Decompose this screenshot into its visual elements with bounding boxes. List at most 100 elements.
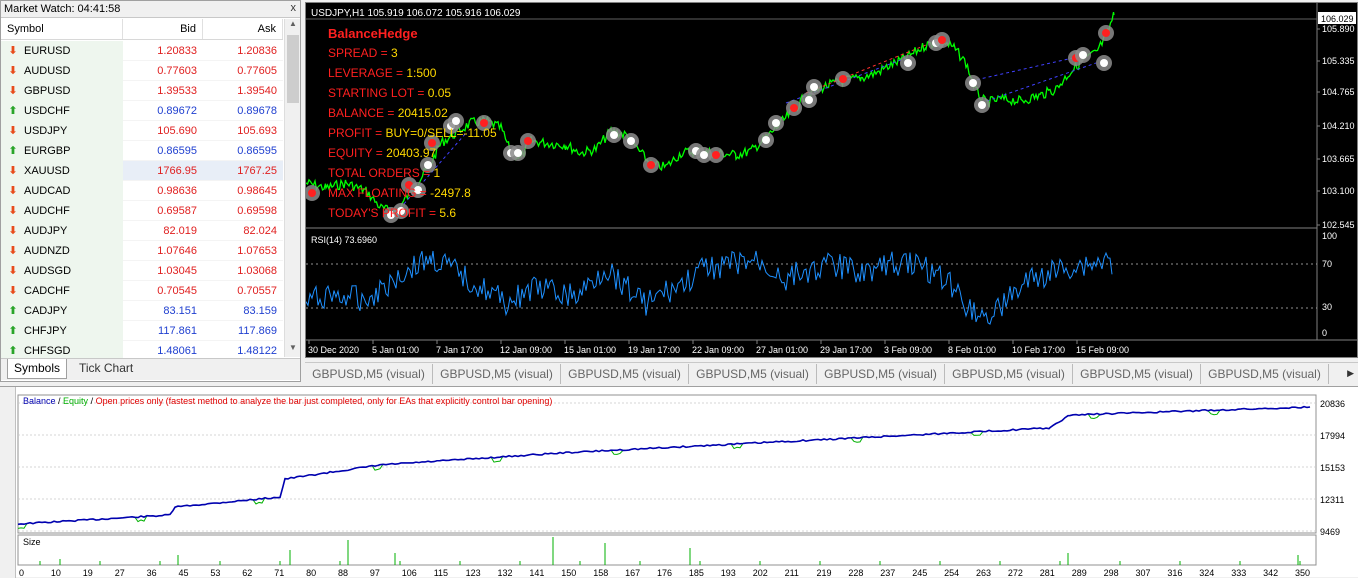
symbol-row-chfjpy[interactable]: ⬆ CHFJPY 117.861 117.869	[1, 320, 283, 341]
symbol-row-chfsgd[interactable]: ⬆ CHFSGD 1.48061 1.48122	[1, 340, 283, 361]
symbol-row-eurgbp[interactable]: ⬆ EURGBP 0.86595 0.86595	[1, 140, 283, 161]
bid-value: 0.69587	[157, 204, 197, 217]
price-tick-label: 105.335	[1322, 56, 1355, 66]
ea-info-label: TODAY'S PROFIT =	[328, 206, 440, 220]
symbol-name: AUDCAD	[24, 184, 71, 197]
bid-value: 83.151	[163, 304, 197, 317]
trade-marker-icon[interactable]	[974, 97, 990, 113]
trade-marker-icon[interactable]	[510, 145, 526, 161]
symbol-row-usdchf[interactable]: ⬆ USDCHF 0.89672 0.89678	[1, 100, 283, 121]
trade-marker-icon[interactable]	[801, 92, 817, 108]
size-label: Size	[23, 537, 41, 547]
trade-marker-icon[interactable]	[900, 55, 916, 71]
chart-tab[interactable]: GBPUSD,M5 (visual)	[561, 364, 689, 384]
scroll-down-icon[interactable]: ▼	[289, 343, 297, 352]
trade-x-tick: 150	[561, 568, 576, 578]
ea-info-label: PROFIT =	[328, 126, 386, 140]
scrollbar-thumb[interactable]	[287, 35, 299, 103]
ea-info-value: 3	[391, 46, 398, 60]
ea-info-line: PROFIT = BUY=0/SELL=-11.05	[328, 126, 497, 140]
chart-tab[interactable]: GBPUSD,M5 (visual)	[1201, 364, 1329, 384]
symbol-row-audjpy[interactable]: ⬇ AUDJPY 82.019 82.024	[1, 220, 283, 241]
trade-marker-icon[interactable]	[606, 127, 622, 143]
price-chart[interactable]: USDJPY,H1 105.919 106.072 105.916 106.02…	[305, 2, 1358, 358]
scroll-up-icon[interactable]: ▲	[289, 19, 297, 28]
trade-x-tick: 123	[466, 568, 481, 578]
chart-tab[interactable]: GBPUSD,M5 (visual)	[433, 364, 561, 384]
symbol-name: AUDUSD	[24, 64, 71, 77]
ea-info-label: STARTING LOT =	[328, 86, 428, 100]
trade-marker-icon[interactable]	[420, 157, 436, 173]
trade-marker-icon[interactable]	[476, 115, 492, 131]
bid-value: 0.77603	[157, 64, 197, 77]
column-header-ask[interactable]: Ask	[203, 19, 283, 39]
trade-marker-icon[interactable]	[306, 185, 320, 201]
trade-x-tick: 132	[498, 568, 513, 578]
trade-x-tick: 62	[242, 568, 252, 578]
trade-marker-icon[interactable]	[623, 133, 639, 149]
chart-tabs-scroll-right-icon[interactable]: ▶	[1347, 368, 1354, 378]
trade-x-tick: 272	[1008, 568, 1023, 578]
symbol-cell: ⬆ CHFSGD	[1, 340, 123, 361]
symbol-row-cadjpy[interactable]: ⬆ CADJPY 83.151 83.159	[1, 300, 283, 321]
ea-info-value: 20415.02	[397, 106, 448, 120]
legend-balance: Balance	[23, 396, 56, 406]
balance-line	[17, 405, 1311, 526]
trade-marker-icon[interactable]	[410, 182, 426, 198]
size-plot-area	[17, 534, 1317, 566]
column-header-bid[interactable]: Bid	[123, 19, 203, 39]
symbol-cell: ⬇ AUDCAD	[1, 180, 123, 201]
trade-marker-icon[interactable]	[768, 115, 784, 131]
symbol-cell: ⬆ CADJPY	[1, 300, 123, 321]
symbol-row-usdjpy[interactable]: ⬇ USDJPY 105.690 105.693	[1, 120, 283, 141]
symbol-row-gbpusd[interactable]: ⬇ GBPUSD 1.39533 1.39540	[1, 80, 283, 101]
trade-marker-icon[interactable]	[806, 79, 822, 95]
bid-value: 1.07646	[157, 244, 197, 257]
trade-marker-icon[interactable]	[708, 147, 724, 163]
arrow-down-icon: ⬇	[8, 44, 18, 57]
trade-marker-icon[interactable]	[520, 133, 536, 149]
trade-marker-icon[interactable]	[786, 100, 802, 116]
symbol-row-xauusd[interactable]: ⬇ XAUUSD 1766.95 1767.25	[1, 160, 283, 181]
ask-value: 0.69598	[237, 204, 277, 217]
symbol-row-audsgd[interactable]: ⬇ AUDSGD 1.03045 1.03068	[1, 260, 283, 281]
symbol-row-audcad[interactable]: ⬇ AUDCAD 0.98636 0.98645	[1, 180, 283, 201]
trade-marker-icon[interactable]	[448, 113, 464, 129]
chart-tab[interactable]: GBPUSD,M5 (visual)	[1073, 364, 1201, 384]
trade-marker-icon[interactable]	[1096, 55, 1112, 71]
trade-marker-icon[interactable]	[835, 71, 851, 87]
rsi-tick-label: 30	[1322, 302, 1332, 312]
tab-symbols[interactable]: Symbols	[7, 359, 68, 379]
trade-marker-icon[interactable]	[1098, 25, 1114, 41]
trade-marker-icon[interactable]	[424, 135, 440, 151]
symbol-row-eurusd[interactable]: ⬇ EURUSD 1.20833 1.20836	[1, 40, 283, 61]
trade-x-tick: 158	[593, 568, 608, 578]
symbol-row-cadchf[interactable]: ⬇ CADCHF 0.70545 0.70557	[1, 280, 283, 301]
trade-x-tick: 71	[274, 568, 284, 578]
tab-tick-chart[interactable]: Tick Chart	[79, 361, 134, 375]
chart-tab[interactable]: GBPUSD,M5 (visual)	[689, 364, 817, 384]
trade-x-tick: 324	[1199, 568, 1214, 578]
trade-x-tick: 211	[785, 568, 799, 578]
trade-x-tick: 254	[944, 568, 959, 578]
trade-marker-icon[interactable]	[393, 203, 409, 219]
symbol-row-audusd[interactable]: ⬇ AUDUSD 0.77603 0.77605	[1, 60, 283, 81]
price-tick-label: 103.665	[1322, 154, 1355, 164]
trade-marker-icon[interactable]	[643, 157, 659, 173]
column-header-symbol[interactable]: Symbol	[1, 19, 123, 39]
trade-marker-icon[interactable]	[965, 75, 981, 91]
trade-marker-icon[interactable]	[1075, 47, 1091, 63]
symbol-row-audnzd[interactable]: ⬇ AUDNZD 1.07646 1.07653	[1, 240, 283, 261]
ea-info-value: 5.6	[439, 206, 457, 220]
trade-x-tick: 289	[1072, 568, 1087, 578]
market-watch-scrollbar[interactable]: ▲ ▼	[284, 19, 300, 357]
trade-marker-icon[interactable]	[696, 147, 712, 163]
trade-marker-icon[interactable]	[934, 32, 950, 48]
trade-marker-icon[interactable]	[758, 132, 774, 148]
chart-tab[interactable]: GBPUSD,M5 (visual)	[817, 364, 945, 384]
chart-tab[interactable]: GBPUSD,M5 (visual)	[305, 364, 433, 384]
close-icon[interactable]: x	[290, 2, 297, 14]
trade-x-tick: 263	[976, 568, 991, 578]
chart-tab[interactable]: GBPUSD,M5 (visual)	[945, 364, 1073, 384]
symbol-row-audchf[interactable]: ⬇ AUDCHF 0.69587 0.69598	[1, 200, 283, 221]
